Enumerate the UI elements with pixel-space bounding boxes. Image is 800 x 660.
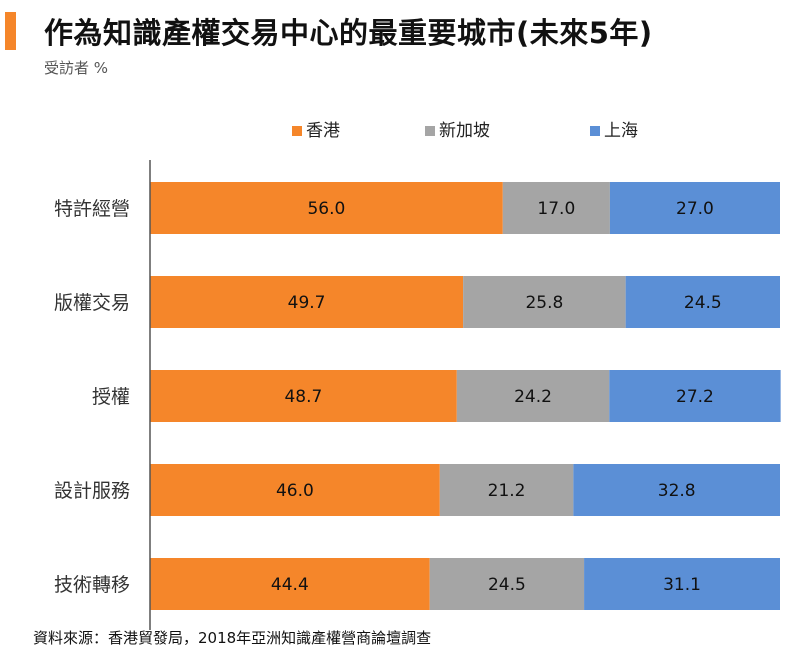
legend-label-1: 新加坡 (439, 121, 490, 141)
data-label-0-2: 48.7 (284, 387, 322, 407)
data-label-0-0: 56.0 (307, 199, 345, 219)
chart-subtitle: 受訪者 % (44, 59, 109, 77)
bar-2-3 (573, 464, 780, 516)
legend-swatch-2 (590, 126, 600, 136)
category-label-2: 授權 (92, 386, 130, 408)
bar-2-1 (625, 276, 780, 328)
data-label-1-1: 25.8 (525, 293, 563, 313)
bar-1-2 (456, 370, 610, 422)
legend-label-0: 香港 (306, 121, 340, 141)
data-label-2-0: 27.0 (676, 199, 714, 219)
data-label-1-3: 21.2 (488, 481, 526, 501)
data-label-2-3: 32.8 (658, 481, 696, 501)
bar-2-0 (609, 182, 780, 234)
data-label-0-4: 44.4 (271, 575, 309, 595)
data-label-2-1: 24.5 (684, 293, 722, 313)
category-label-0: 特許經營 (54, 198, 130, 220)
bar-0-3 (150, 464, 440, 516)
bar-1-0 (502, 182, 610, 234)
category-label-3: 設計服務 (54, 480, 130, 502)
bar-1-3 (439, 464, 574, 516)
data-label-0-3: 46.0 (276, 481, 314, 501)
bar-1-4 (429, 558, 585, 610)
category-label-4: 技術轉移 (54, 574, 130, 596)
data-label-1-0: 17.0 (537, 199, 575, 219)
data-label-2-2: 27.2 (676, 387, 714, 407)
source-note: 資料來源：香港貿發局，2018年亞洲知識產權營商論壇調查 (33, 629, 432, 647)
bar-2-4 (584, 558, 780, 610)
bar-0-0 (150, 182, 503, 234)
bar-2-2 (609, 370, 781, 422)
category-label-1: 版權交易 (54, 292, 130, 314)
data-label-2-4: 31.1 (663, 575, 701, 595)
bar-1-1 (463, 276, 626, 328)
legend-label-2: 上海 (604, 121, 638, 141)
data-label-1-2: 24.2 (514, 387, 552, 407)
bar-0-1 (150, 276, 464, 328)
bar-0-2 (150, 370, 457, 422)
legend-swatch-1 (425, 126, 435, 136)
chart-title: 作為知識產權交易中心的最重要城市(未來5年) (44, 16, 653, 50)
title-accent-bar (5, 12, 16, 50)
data-label-1-4: 24.5 (488, 575, 526, 595)
bar-0-4 (150, 558, 430, 610)
data-label-0-1: 49.7 (288, 293, 326, 313)
legend-swatch-0 (292, 126, 302, 136)
